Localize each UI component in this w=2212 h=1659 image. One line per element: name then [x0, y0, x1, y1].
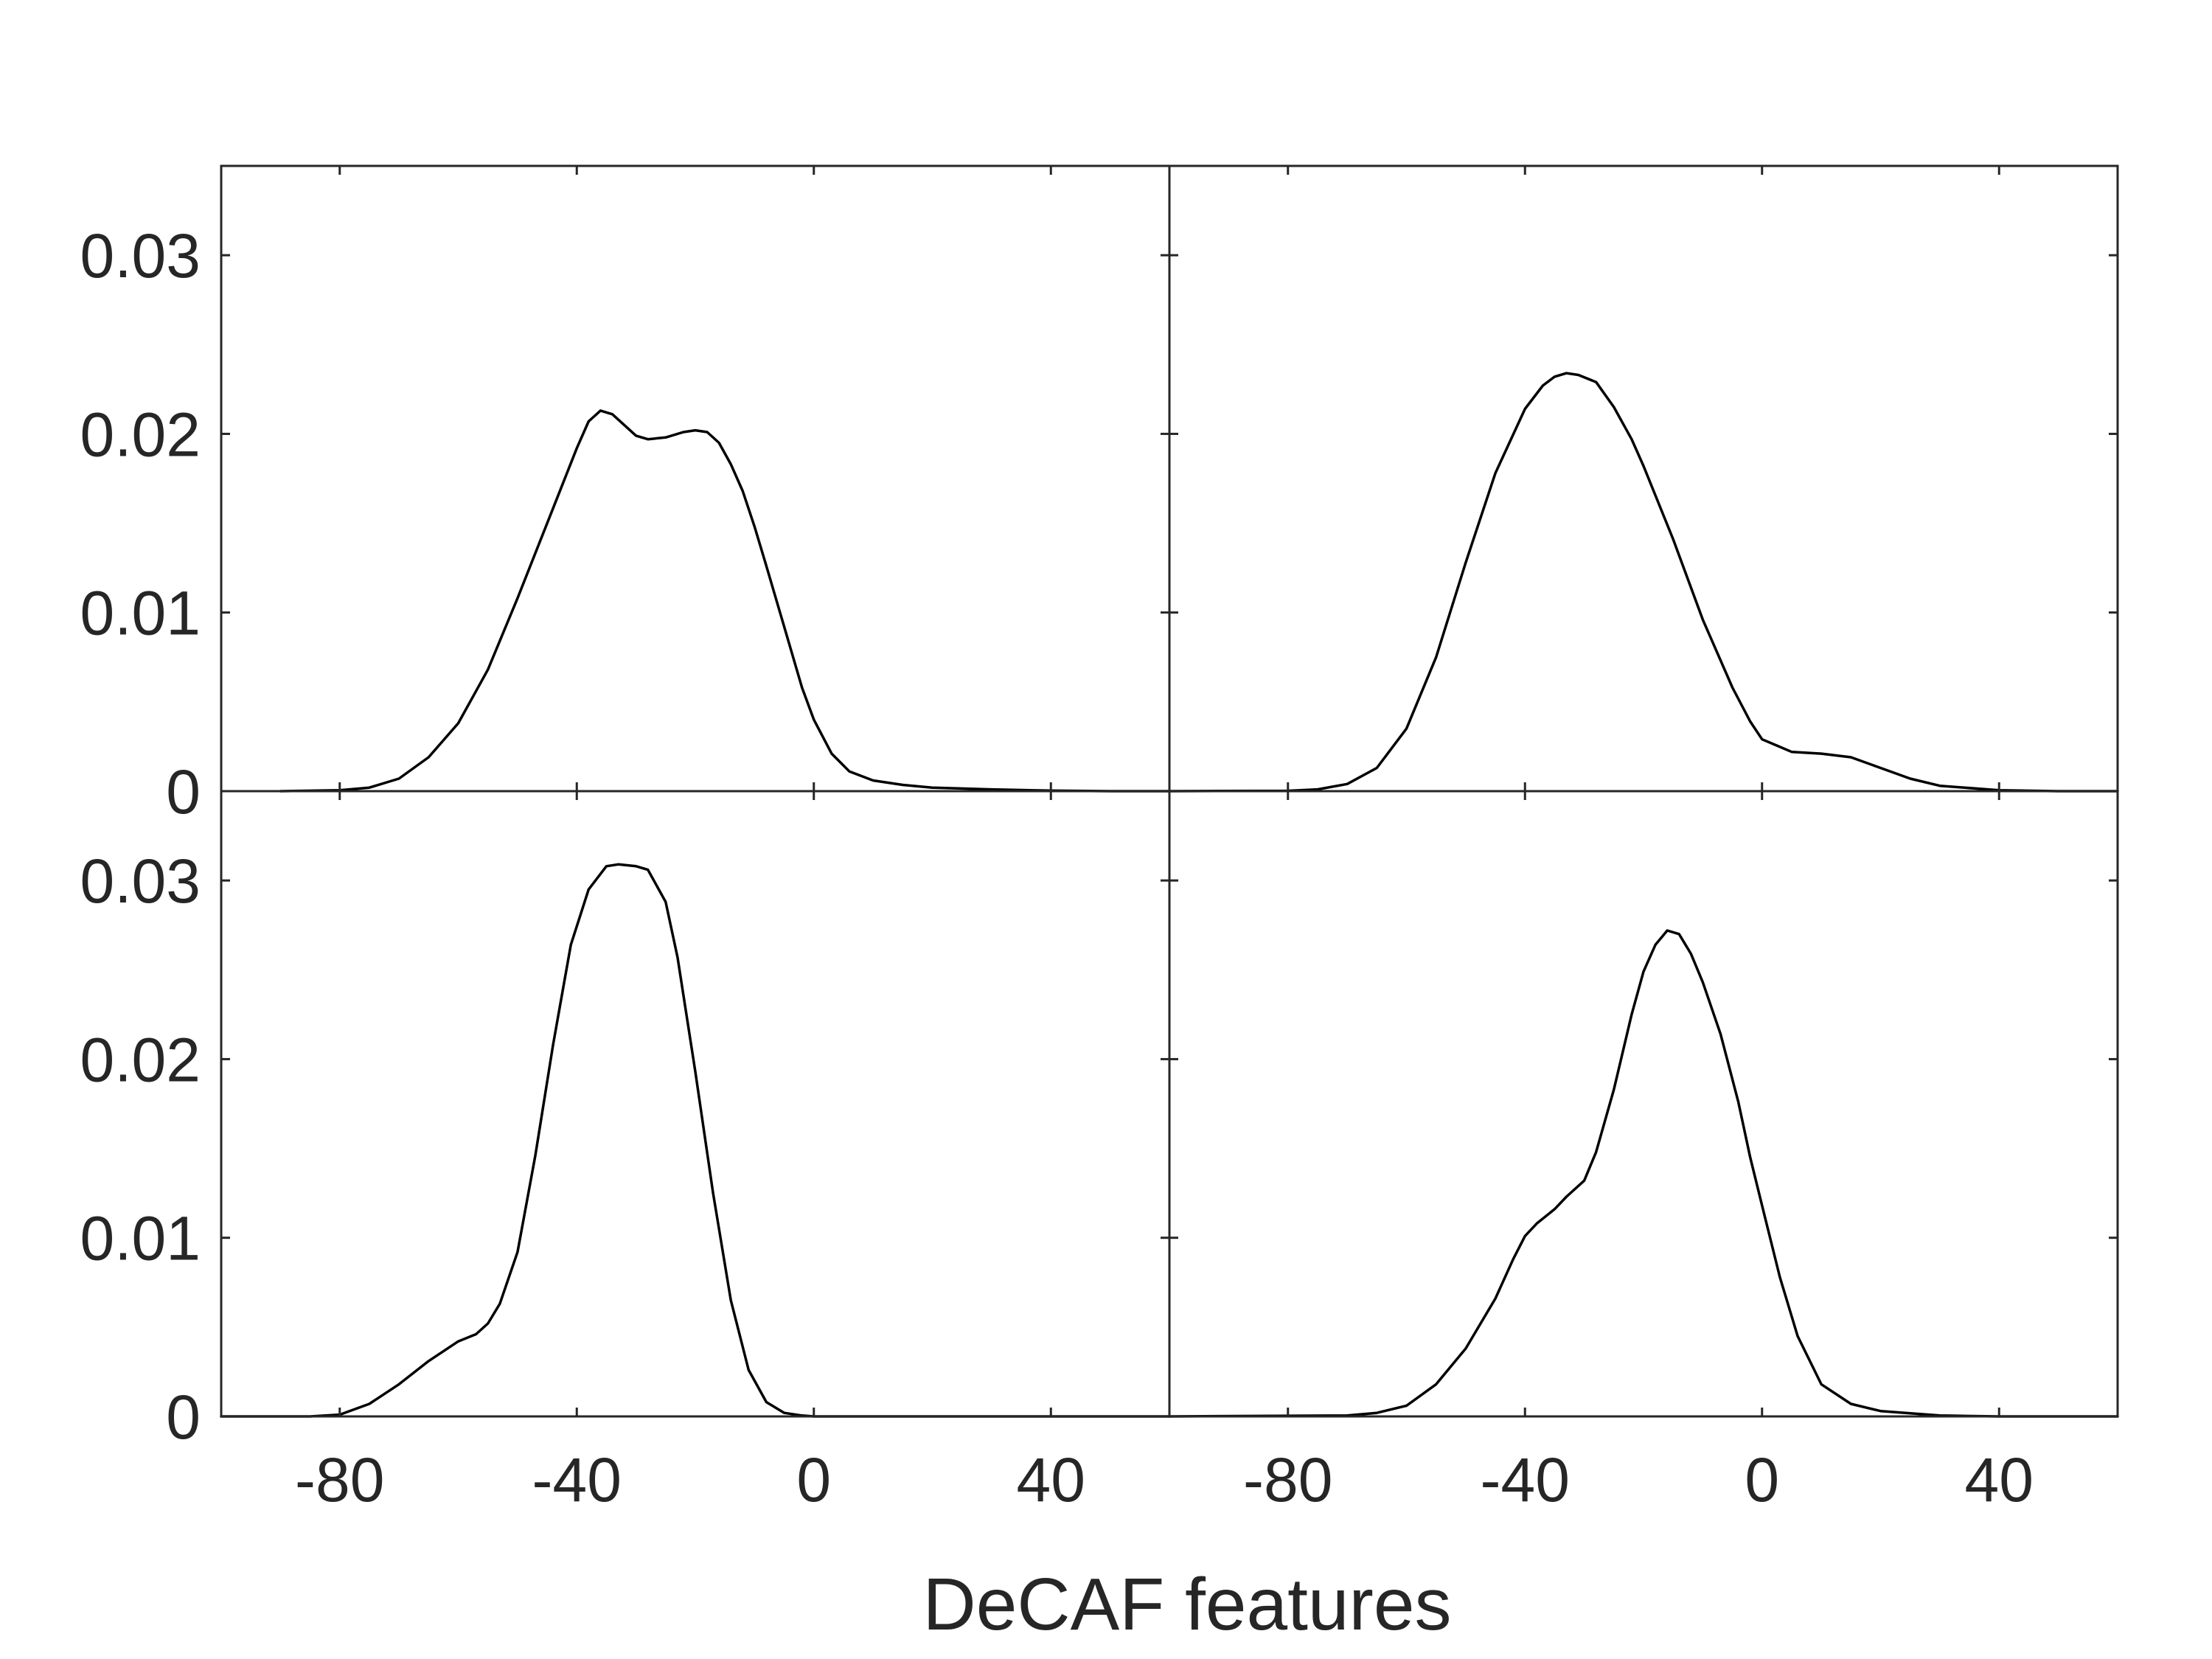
y-tick-label: 0.03	[80, 846, 201, 916]
x-tick-label: -80	[1243, 1445, 1332, 1514]
y-tick-label: 0.01	[80, 1204, 201, 1273]
y-tick-label: 0.03	[80, 221, 201, 291]
density-curve-bottom-right	[1168, 929, 2119, 1418]
density-curve-top-right	[1168, 372, 2119, 793]
x-tick-label: 40	[1017, 1445, 1085, 1514]
x-tick-label: -40	[532, 1445, 622, 1514]
x-tick-label: -40	[1481, 1445, 1570, 1514]
y-tick-label: 0	[166, 757, 201, 827]
density-curve-top-left	[279, 409, 1171, 793]
y-tick-label: 0.02	[80, 1025, 201, 1094]
x-axis-label: DeCAF features	[923, 1563, 1452, 1646]
x-tick-label: 0	[1745, 1445, 1779, 1514]
panels-layer	[220, 164, 2119, 1418]
x-tick-label: 0	[796, 1445, 831, 1514]
x-tick-label: 40	[1965, 1445, 2034, 1514]
y-tick-label: 0.02	[80, 400, 201, 469]
y-tick-label: 0.01	[80, 579, 201, 648]
panel-frame	[1168, 790, 2119, 1418]
tick-labels-layer: 0 0.01 0.02 0.03 0 0.01 0.02 0.03 -80 -40 0 40 -80 -4…	[80, 221, 2034, 1514]
y-tick-label: 0	[166, 1382, 201, 1452]
x-tick-label: -80	[295, 1445, 384, 1514]
panel-bottom-right	[1168, 790, 2119, 1418]
